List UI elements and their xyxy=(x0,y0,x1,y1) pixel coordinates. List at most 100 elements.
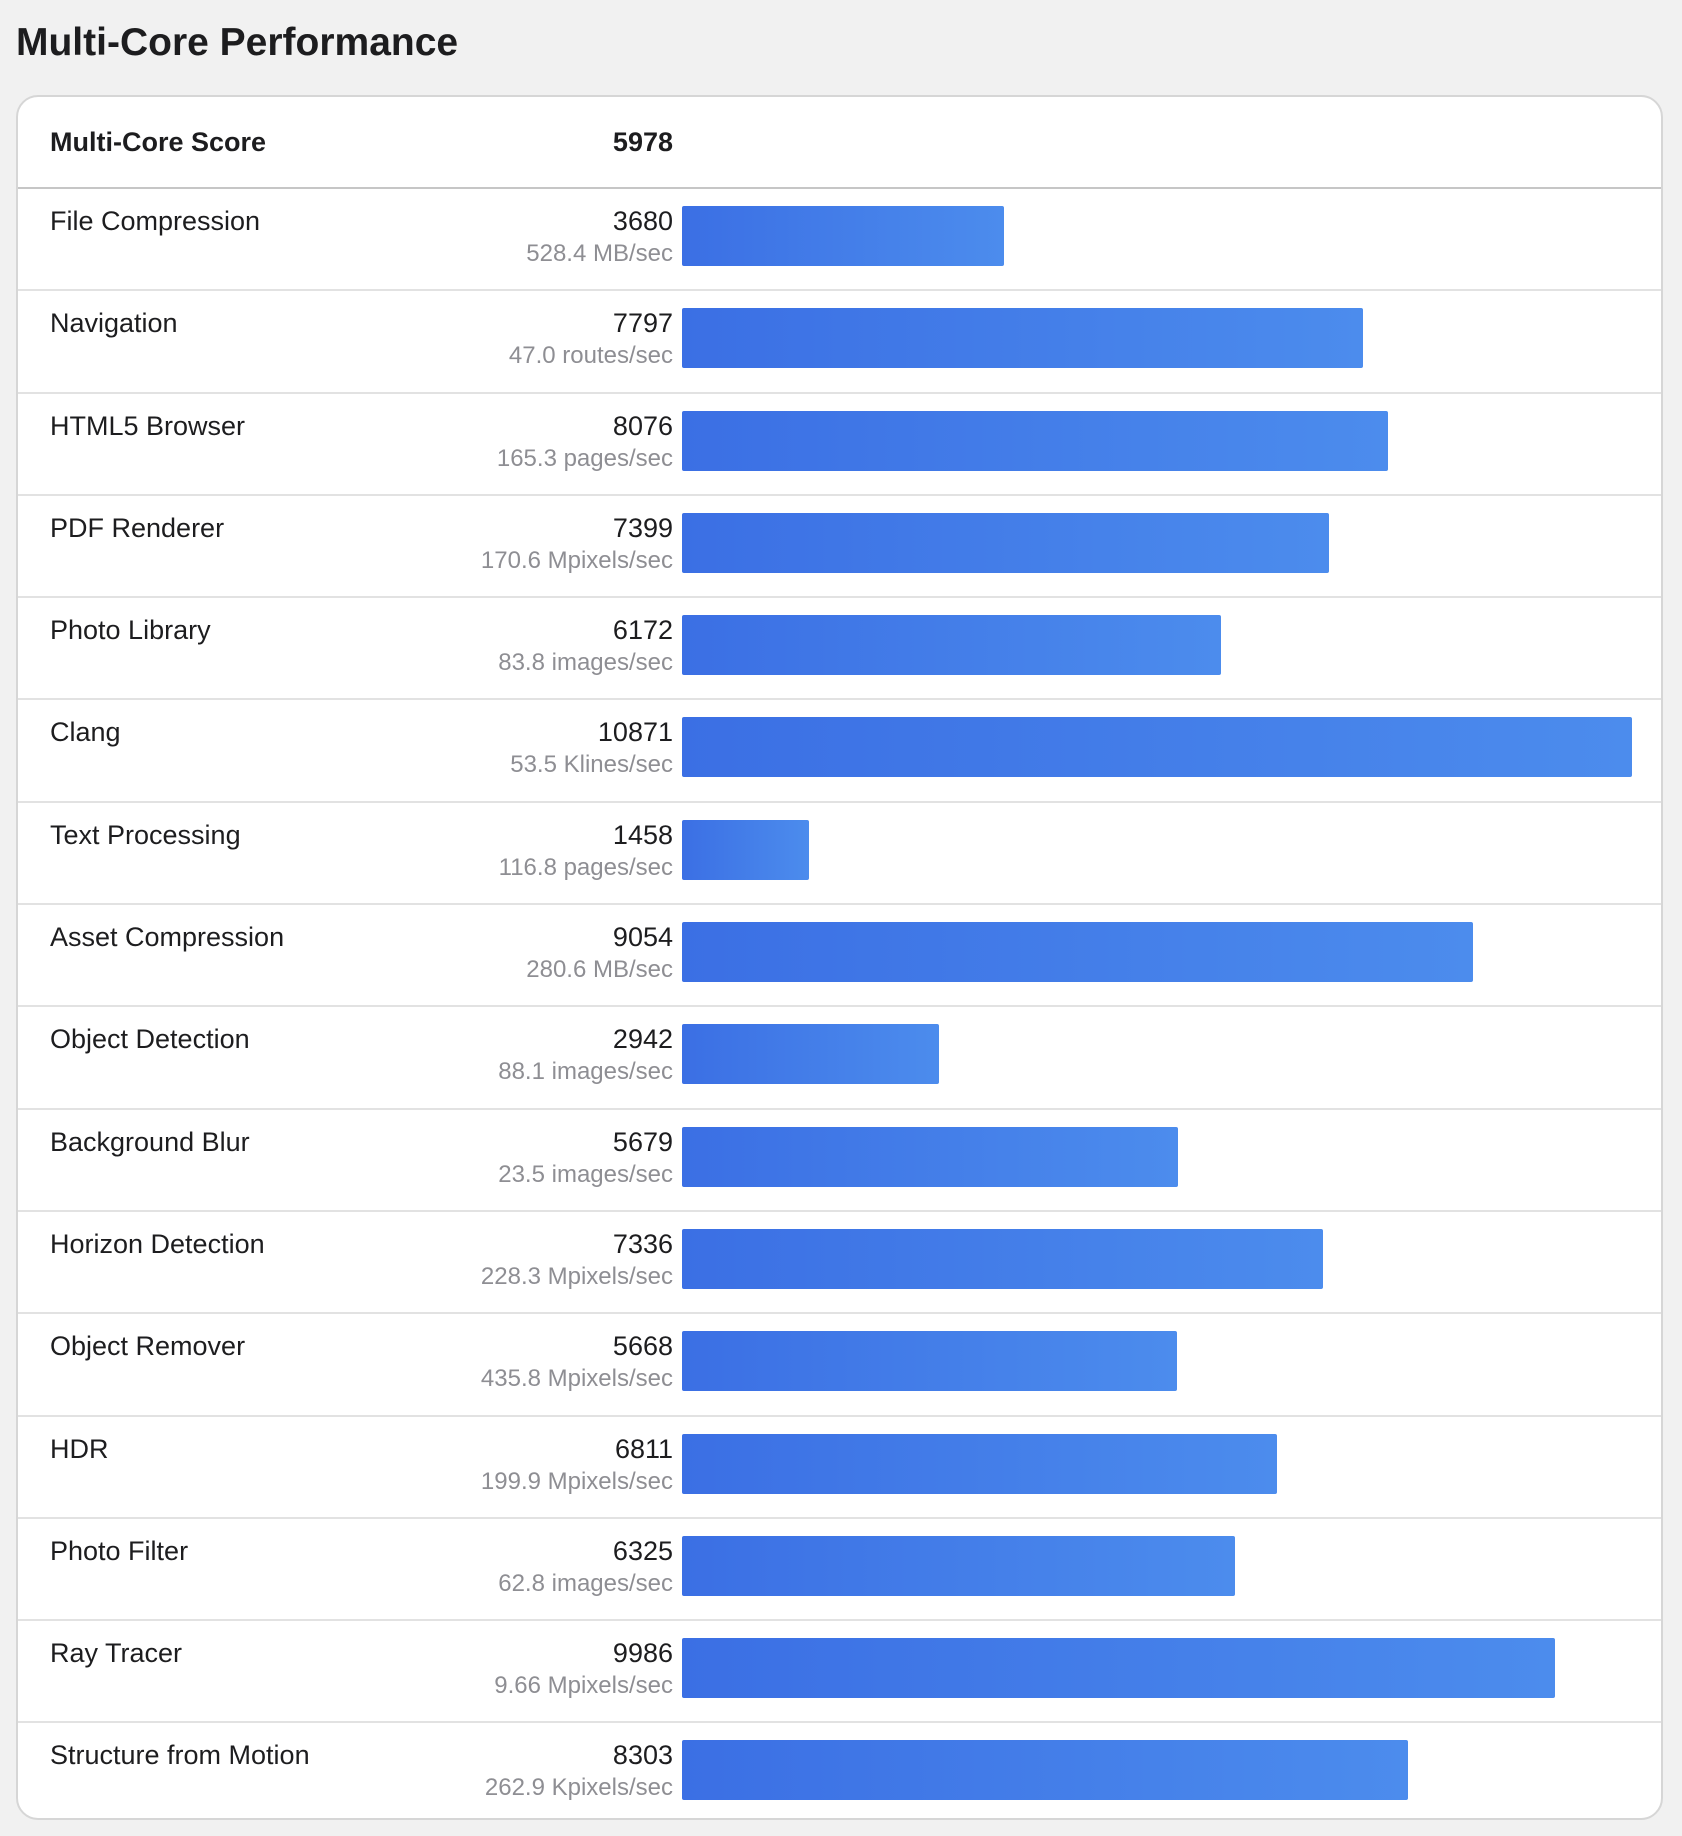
benchmark-score: 8076 xyxy=(612,410,673,441)
benchmark-bar xyxy=(682,1638,1555,1699)
benchmark-rate: 170.6 Mpixels/sec xyxy=(480,546,673,574)
benchmark-score: 7336 xyxy=(612,1228,673,1259)
benchmark-bar-track xyxy=(682,615,1632,676)
benchmark-score: 5668 xyxy=(612,1331,673,1362)
benchmark-name: Horizon Detection xyxy=(50,1228,265,1259)
benchmark-bar-track xyxy=(682,308,1632,369)
benchmark-score: 5679 xyxy=(612,1126,673,1157)
benchmark-bar xyxy=(682,1126,1179,1187)
benchmark-bar xyxy=(682,1433,1278,1494)
benchmark-rate: 9.66 Mpixels/sec xyxy=(494,1672,673,1700)
benchmark-bar-track xyxy=(682,922,1632,983)
benchmark-bar xyxy=(682,308,1364,369)
benchmark-bar-track xyxy=(682,410,1632,471)
benchmark-rate: 83.8 images/sec xyxy=(498,649,673,677)
benchmark-row: Horizon Detection 7336 228.3 Mpixels/sec xyxy=(18,1212,1661,1315)
benchmark-bar xyxy=(682,717,1632,778)
benchmark-name: PDF Renderer xyxy=(50,512,225,543)
benchmark-score: 10871 xyxy=(597,717,673,748)
benchmark-score: 6811 xyxy=(614,1433,673,1464)
benchmark-list: File Compression 3680 528.4 MB/sec Navigati… xyxy=(18,189,1661,1818)
benchmark-bar-track xyxy=(682,1535,1632,1596)
benchmark-rate: 47.0 routes/sec xyxy=(508,342,673,370)
benchmark-row: Object Detection 2942 88.1 images/sec xyxy=(18,1007,1661,1110)
benchmark-rate: 23.5 images/sec xyxy=(498,1160,673,1188)
benchmark-row: File Compression 3680 528.4 MB/sec xyxy=(18,189,1661,292)
benchmark-name: Text Processing xyxy=(50,819,241,850)
benchmark-rate: 528.4 MB/sec xyxy=(526,240,673,267)
benchmark-rate: 262.9 Kpixels/sec xyxy=(484,1774,673,1802)
benchmark-bar xyxy=(682,410,1388,471)
benchmark-row: Object Remover 5668 435.8 Mpixels/sec xyxy=(18,1314,1661,1417)
benchmark-name: Navigation xyxy=(50,308,178,339)
benchmark-rate: 199.9 Mpixels/sec xyxy=(480,1467,673,1495)
page-title: Multi-Core Performance xyxy=(16,21,459,64)
benchmark-rate: 228.3 Mpixels/sec xyxy=(480,1262,673,1290)
benchmark-rate: 53.5 Klines/sec xyxy=(510,751,673,779)
benchmark-score: 7797 xyxy=(612,308,673,339)
benchmark-score: 3680 xyxy=(612,206,673,236)
benchmark-row: Structure from Motion 8303 262.9 Kpixels/s… xyxy=(18,1723,1661,1818)
benchmark-name: Photo Library xyxy=(50,615,211,646)
benchmark-score: 7399 xyxy=(612,512,673,543)
benchmark-bar-track xyxy=(682,1126,1632,1187)
benchmark-bar xyxy=(682,615,1222,676)
benchmark-bar-track xyxy=(682,1638,1632,1699)
benchmark-bar-track xyxy=(682,206,1632,266)
benchmark-name: Asset Compression xyxy=(50,922,285,953)
benchmark-score: 6325 xyxy=(612,1535,673,1566)
benchmark-rate: 62.8 images/sec xyxy=(498,1569,673,1597)
benchmark-bar-track xyxy=(682,1331,1632,1392)
benchmark-row: PDF Renderer 7399 170.6 Mpixels/sec xyxy=(18,496,1661,599)
benchmark-score: 9054 xyxy=(612,922,673,953)
benchmark-card: Multi-Core Score 5978 File Compression 36… xyxy=(16,95,1663,1820)
benchmark-row: HDR 6811 199.9 Mpixels/sec xyxy=(18,1417,1661,1519)
benchmark-rate: 116.8 pages/sec xyxy=(498,853,673,881)
benchmark-name: Clang xyxy=(50,717,121,748)
benchmark-row: Clang 10871 53.5 Klines/sec xyxy=(18,700,1661,803)
benchmark-name: Structure from Motion xyxy=(50,1740,310,1771)
benchmark-score: 8303 xyxy=(612,1740,673,1771)
multi-core-score-label: Multi-Core Score xyxy=(50,127,267,157)
benchmark-rate: 280.6 MB/sec xyxy=(526,956,673,984)
benchmark-name: Object Detection xyxy=(50,1024,250,1055)
benchmark-score: 9986 xyxy=(612,1638,673,1669)
benchmark-bar xyxy=(682,1331,1178,1392)
benchmark-score: 1458 xyxy=(612,819,673,850)
benchmark-row: Ray Tracer 9986 9.66 Mpixels/sec xyxy=(18,1621,1661,1724)
benchmark-name: Background Blur xyxy=(50,1126,250,1157)
benchmark-bar-track xyxy=(682,1228,1632,1289)
benchmark-bar xyxy=(682,1740,1408,1801)
benchmark-row: Background Blur 5679 23.5 images/sec xyxy=(18,1110,1661,1212)
benchmark-bar xyxy=(682,512,1329,573)
benchmark-bar-track xyxy=(682,717,1632,778)
benchmark-score: 6172 xyxy=(612,615,673,646)
benchmark-bar-track xyxy=(682,1433,1632,1494)
benchmark-bar-track xyxy=(682,1024,1632,1085)
benchmark-rate: 435.8 Mpixels/sec xyxy=(480,1365,673,1393)
benchmark-row: Photo Library 6172 83.8 images/sec xyxy=(18,598,1661,701)
benchmark-bar-track xyxy=(682,512,1632,573)
benchmark-bar-track xyxy=(682,819,1632,880)
multi-core-score-value: 5978 xyxy=(612,127,673,157)
benchmark-bar xyxy=(682,922,1474,983)
benchmark-name: File Compression xyxy=(50,206,261,236)
benchmark-score: 2942 xyxy=(612,1024,673,1055)
benchmark-row: HTML5 Browser 8076 165.3 pages/sec xyxy=(18,394,1661,496)
benchmark-row: Navigation 7797 47.0 routes/sec xyxy=(18,291,1661,394)
benchmark-name: HTML5 Browser xyxy=(50,410,246,441)
benchmark-name: HDR xyxy=(50,1433,109,1464)
benchmark-bar xyxy=(682,1535,1235,1596)
benchmark-rate: 88.1 images/sec xyxy=(498,1058,673,1086)
benchmark-bar xyxy=(682,206,1004,266)
benchmark-name: Photo Filter xyxy=(50,1535,189,1566)
benchmark-row: Photo Filter 6325 62.8 images/sec xyxy=(18,1519,1661,1622)
benchmark-row: Text Processing 1458 116.8 pages/sec xyxy=(18,803,1661,906)
multi-core-score-row: Multi-Core Score 5978 xyxy=(18,97,1661,189)
benchmark-name: Ray Tracer xyxy=(50,1638,183,1669)
benchmark-rate: 165.3 pages/sec xyxy=(496,444,673,472)
benchmark-bar xyxy=(682,819,810,880)
benchmark-bar-track xyxy=(682,1740,1632,1801)
benchmark-name: Object Remover xyxy=(50,1331,246,1362)
benchmark-bar xyxy=(682,1228,1324,1289)
